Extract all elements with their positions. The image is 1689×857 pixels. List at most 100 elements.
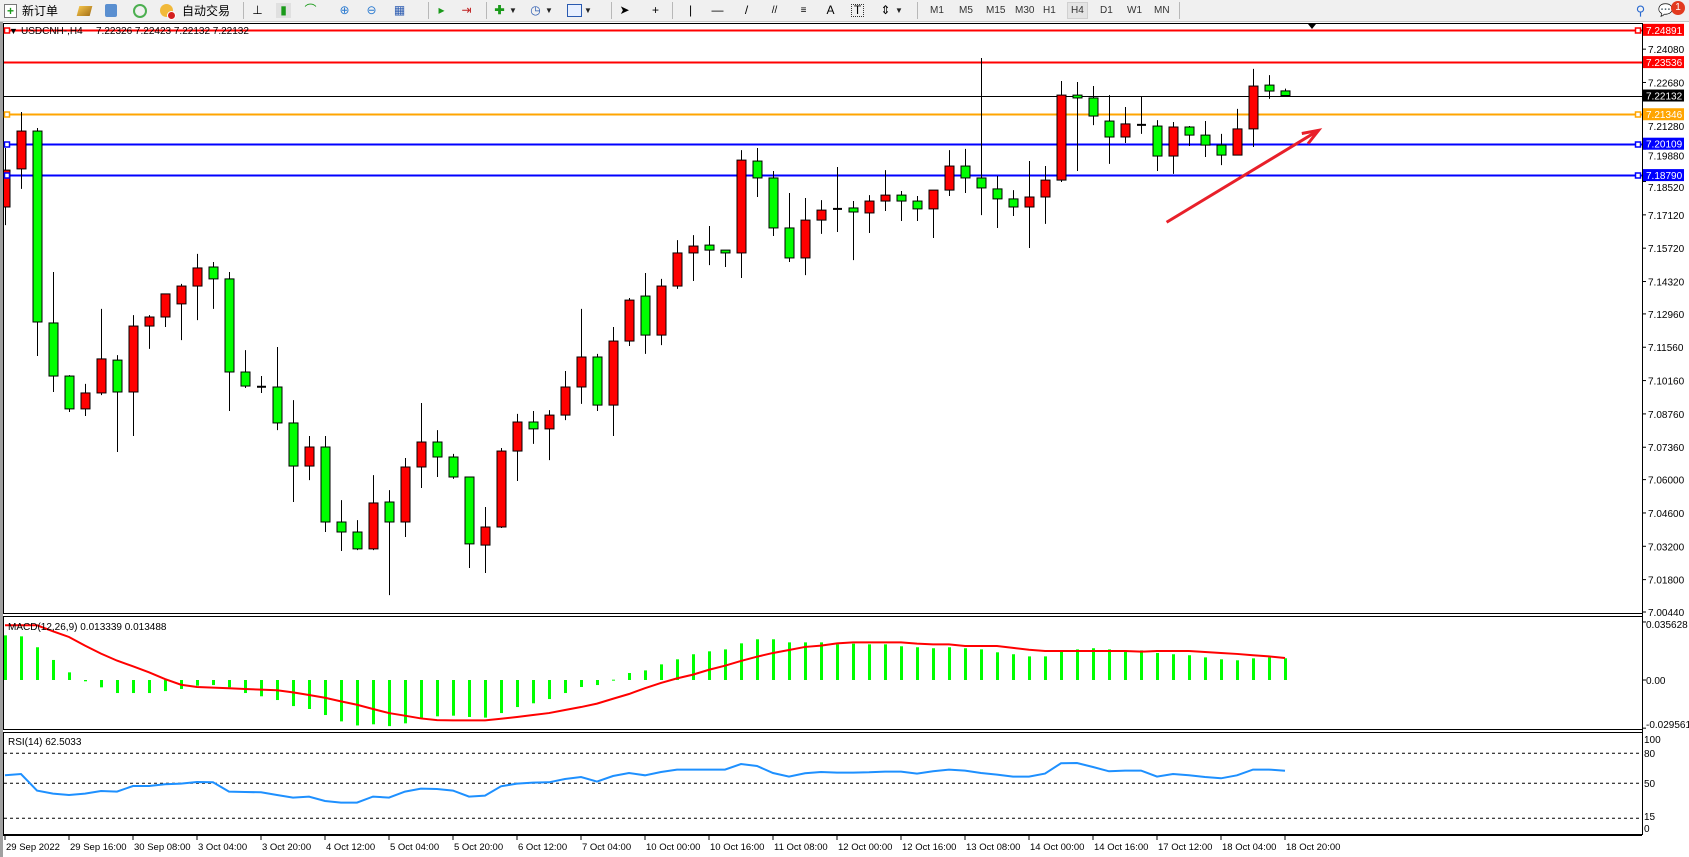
line-anchor-handle[interactable] — [3, 172, 11, 179]
chat-button[interactable]: 💬 — [1658, 2, 1673, 19]
toolbar: + 新订单 自动交易 ⊥ ▮ ⌒ ⊕ ⊖ ▦ ▸ ⇥ ✚ ▼ ◷ ▼ ▼ ➤ + |… — [0, 0, 1689, 22]
autoscroll-button[interactable]: ▸ — [434, 2, 449, 19]
trendline-button[interactable]: / — [739, 2, 754, 19]
macd-histogram-bar — [52, 659, 55, 680]
window-left-edge — [0, 22, 3, 857]
line-anchor-handle[interactable] — [3, 27, 11, 34]
annotation-arrow-line[interactable] — [1165, 129, 1320, 224]
timeframe-m1[interactable]: M1 — [930, 5, 944, 16]
crosshair-button[interactable]: + — [648, 2, 663, 19]
bull-candle-body — [1168, 126, 1179, 157]
macd-histogram-bar — [1236, 660, 1239, 680]
macd-histogram-bar — [1012, 654, 1015, 680]
candle — [800, 197, 811, 276]
price-tick-label: 7.10160 — [1648, 377, 1685, 388]
bull-candle-body — [1024, 196, 1035, 208]
line-chart-button[interactable]: ⌒ — [303, 2, 318, 19]
text-label-button[interactable]: T — [851, 2, 864, 19]
bear-candle-body — [1184, 126, 1195, 136]
bull-candle-body — [656, 285, 667, 336]
chart-symbol-period: USDCNH-,H4 — [21, 26, 83, 37]
cursor-button[interactable]: ➤ — [617, 2, 632, 19]
text-button[interactable]: A — [823, 2, 838, 19]
bear-candle-body — [1088, 97, 1099, 117]
line-anchor-handle[interactable] — [3, 141, 11, 148]
macd-histogram-bar — [1204, 657, 1207, 680]
rsi-tick-label: 0 — [1644, 824, 1650, 835]
line-anchor-handle[interactable] — [3, 111, 11, 118]
candle — [752, 147, 763, 197]
bull-candle-body — [144, 316, 155, 327]
bear-candle-body — [64, 375, 75, 410]
auto-trading-button[interactable]: 自动交易 — [160, 2, 230, 20]
macd-histogram-bar — [692, 654, 695, 680]
add-indicator-button[interactable]: ✚ ▼ — [492, 2, 516, 19]
zoom-in-button[interactable]: ⊕ — [337, 2, 352, 19]
timeframe-mn[interactable]: MN — [1154, 5, 1170, 16]
chart-shift-button[interactable]: ⇥ — [459, 2, 474, 19]
macd-histogram-bar — [788, 642, 791, 680]
collapse-triangle-icon[interactable]: ▼ — [9, 26, 18, 36]
price-line-label-bg — [1643, 169, 1684, 182]
candle — [992, 176, 1003, 228]
timeframe-h4[interactable]: H4 — [1067, 2, 1088, 19]
timeframe-m30[interactable]: M30 — [1015, 5, 1035, 16]
arrows-button[interactable]: ⇕ ▼ — [878, 2, 902, 19]
bear-candle-body — [32, 130, 43, 323]
timeframe-m5[interactable]: M5 — [959, 5, 973, 16]
bull-candle-body — [1040, 179, 1051, 198]
tile-windows-button[interactable]: ▦ — [392, 2, 407, 19]
zoom-out-button[interactable]: ⊖ — [364, 2, 379, 19]
bar-chart-button[interactable]: ⊥ — [250, 2, 265, 19]
fibonacci-button[interactable]: ≡ — [796, 2, 811, 19]
timeframe-h1[interactable]: H1 — [1043, 5, 1056, 16]
candle — [288, 400, 299, 502]
macd-histogram-bar — [916, 647, 919, 680]
candlestick-button[interactable]: ▮ — [276, 2, 291, 19]
bull-candle-body — [736, 159, 747, 254]
line-anchor-handle[interactable] — [1634, 111, 1642, 118]
bear-candle-body — [464, 476, 475, 545]
vertical-line-button[interactable]: | — [683, 2, 698, 19]
timeframe-m15[interactable]: M15 — [986, 5, 1006, 16]
candle — [944, 150, 955, 197]
candle — [32, 127, 43, 357]
navigator-button[interactable] — [105, 2, 117, 19]
price-tick-label: 7.06000 — [1648, 476, 1685, 487]
bear-candle-body — [976, 177, 987, 189]
horizontal-line-icon: — — [711, 3, 724, 17]
macd-histogram-bar — [68, 672, 71, 680]
rsi-tick-label: 100 — [1644, 735, 1661, 746]
search-button[interactable]: ⚲ — [1633, 2, 1648, 19]
price-line-label: 7.24891 — [1646, 26, 1683, 37]
templates-button[interactable]: ▼ — [567, 2, 592, 19]
signals-icon — [133, 3, 147, 18]
timeframe-d1[interactable]: D1 — [1100, 5, 1113, 16]
chevron-down-icon: ▼ — [584, 6, 592, 15]
macd-histogram-bar — [1028, 656, 1031, 680]
signals-button[interactable] — [133, 2, 147, 19]
time-tick-label: 18 Oct 04:00 — [1222, 842, 1276, 853]
line-anchor-handle[interactable] — [1634, 27, 1642, 34]
chart-shift-marker-icon[interactable] — [1308, 24, 1316, 29]
line-anchor-handle[interactable] — [1634, 141, 1642, 148]
macd-histogram-bar — [756, 639, 759, 680]
candle — [576, 308, 587, 404]
periods-button[interactable]: ◷ ▼ — [528, 2, 553, 19]
line-anchor-handle[interactable] — [1634, 172, 1642, 179]
timeframe-w1[interactable]: W1 — [1127, 5, 1142, 16]
macd-histogram-bar — [516, 680, 519, 708]
macd-histogram-bar — [468, 680, 471, 717]
bear-candle-body — [1200, 134, 1211, 146]
bear-candle-body — [912, 200, 923, 210]
candle — [1248, 68, 1259, 147]
equidistant-channel-button[interactable]: // — [767, 2, 782, 19]
horizontal-line-button[interactable]: — — [710, 2, 725, 19]
bear-candle-body — [224, 278, 235, 373]
candle — [768, 171, 779, 237]
new-order-button[interactable]: + 新订单 — [4, 2, 58, 19]
bull-candle-body — [928, 189, 939, 210]
toolbar-separator — [1179, 2, 1180, 19]
macd-histogram-bar — [420, 680, 423, 719]
